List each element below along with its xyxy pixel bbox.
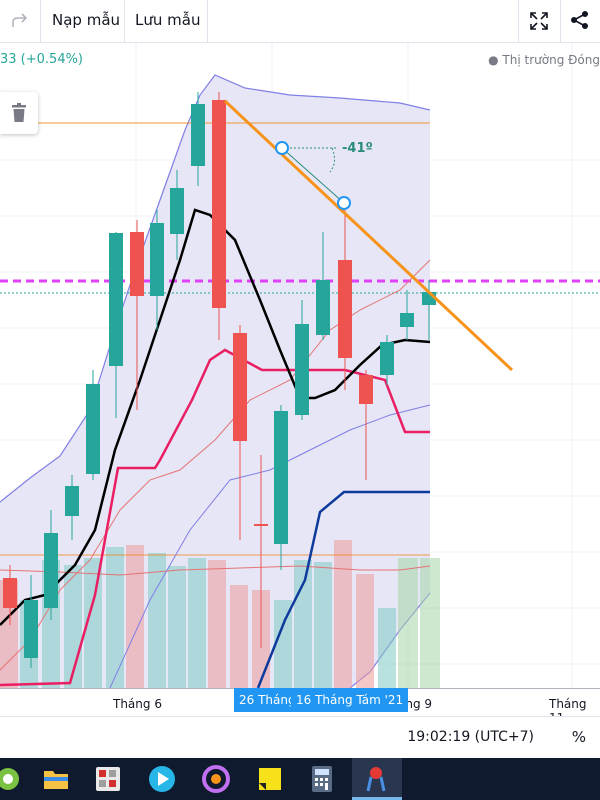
toolbar-divider — [560, 0, 561, 42]
toolbar-divider — [40, 0, 41, 42]
time-badge-end: 16 Tháng Tám '21 — [291, 688, 409, 712]
market-status: ● Thị trường Đóng — [488, 53, 600, 67]
ma-thin-red — [0, 259, 431, 671]
disc-app-icon[interactable] — [200, 763, 232, 795]
os-taskbar — [0, 758, 600, 800]
calculator-grid-icon[interactable] — [92, 763, 124, 795]
ma-thin-blue — [109, 404, 431, 688]
top-toolbar: Nạp mẫu Lưu mẫu — [0, 0, 600, 43]
redo-arrow-icon[interactable] — [8, 10, 32, 32]
angle-label: -41º — [342, 141, 373, 156]
load-template-button[interactable]: Nạp mẫu — [52, 11, 121, 29]
time-badge-start: 26 Tháng — [234, 688, 301, 712]
bollinger-upper — [0, 74, 431, 503]
senkou-line — [256, 490, 430, 688]
ma-flat-red — [0, 565, 431, 576]
toolbar-divider — [124, 0, 125, 42]
calculator-icon[interactable] — [306, 763, 338, 795]
save-template-button[interactable]: Lưu mẫu — [135, 11, 201, 29]
status-bar: 19:02:19 (UTC+7) % — [0, 716, 600, 759]
trash-icon — [9, 102, 29, 124]
bollinger-band — [0, 75, 430, 688]
delete-drawing-button[interactable] — [0, 92, 38, 134]
price-change-legend: 33 (+0.54%) — [0, 52, 84, 67]
active-task-highlight — [352, 758, 402, 800]
chart-canvas — [0, 43, 600, 688]
sticky-notes-icon[interactable] — [254, 763, 286, 795]
toolbar-divider — [518, 0, 519, 42]
file-explorer-icon[interactable] — [40, 763, 72, 795]
share-icon[interactable] — [569, 9, 591, 31]
toolbar-divider — [207, 0, 208, 42]
tenkan-line — [0, 208, 431, 626]
price-chart[interactable] — [0, 43, 600, 688]
app-green-icon[interactable] — [0, 763, 32, 795]
angle-measure-tool — [275, 141, 351, 210]
fullscreen-icon[interactable] — [528, 10, 550, 32]
time-label: Tháng 6 — [113, 697, 162, 711]
media-player-icon[interactable] — [146, 763, 178, 795]
active-task-indicator — [352, 797, 402, 800]
percent-scale-toggle[interactable]: % — [571, 728, 586, 746]
clock-readout[interactable]: 19:02:19 (UTC+7) — [407, 729, 534, 745]
candlesticks — [3, 92, 436, 668]
trend-line — [223, 99, 514, 372]
snipping-tool-icon[interactable] — [360, 763, 392, 795]
